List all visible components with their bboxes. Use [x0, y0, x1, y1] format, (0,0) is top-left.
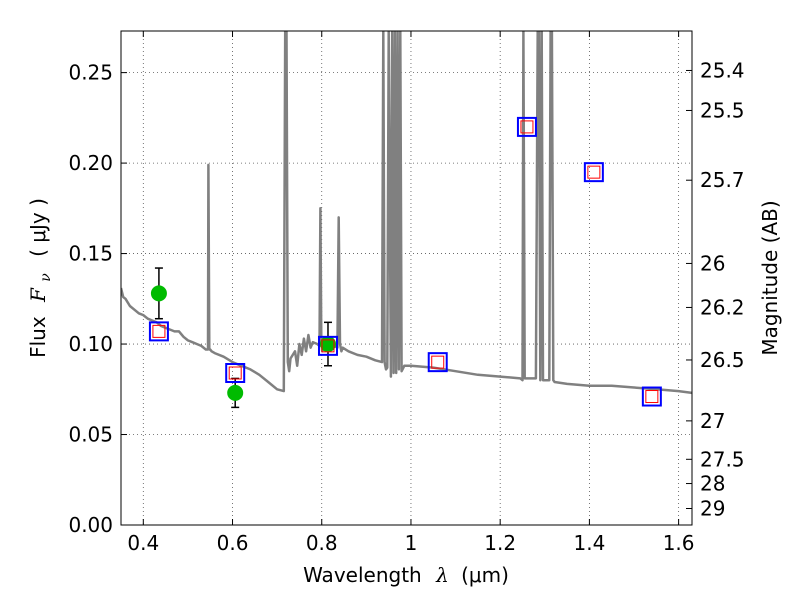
- magnitude-tick-label: 26.5: [700, 348, 745, 372]
- model-point: [583, 162, 604, 183]
- y-tick-label: 0.20: [68, 151, 113, 175]
- magnitude-tick-label: 25.4: [700, 58, 745, 82]
- x-tick-label: 0.4: [127, 531, 159, 555]
- x-tick-label: 0.6: [217, 531, 249, 555]
- magnitude-tick-label: 28: [700, 472, 725, 496]
- y-axis-label-unit: ( μJy ): [26, 198, 50, 257]
- x-axis-label-symbol: λ: [435, 563, 449, 587]
- magnitude-tick-label: 27: [700, 409, 725, 433]
- x-tick-label: 1: [405, 531, 418, 555]
- y-axis: 0.00 0.05 0.10 0.15 0.20 0.25: [68, 61, 127, 537]
- magnitude-tick-label: 27.5: [700, 447, 745, 471]
- y-axis-label-subscript: ν: [38, 273, 54, 282]
- y-tick-label: 0.10: [68, 332, 113, 356]
- x-axis: 0.4 0.6 0.8 1 1.2 1.4 1.6: [127, 31, 695, 555]
- model-point: [317, 335, 338, 356]
- y-tick-label: 0.25: [68, 61, 113, 85]
- model-point-inner: [152, 324, 166, 338]
- observed-point: [227, 384, 244, 401]
- y-tick-label: 0.05: [68, 423, 113, 447]
- x-axis-label-unit: (μm): [461, 563, 509, 587]
- model-point: [225, 363, 246, 383]
- magnitude-axis-label: Magnitude (AB): [758, 200, 782, 355]
- model-point-inner: [321, 339, 335, 353]
- magnitude-tick-label: 29: [700, 496, 725, 520]
- grid-lines: [121, 31, 692, 526]
- model-point-inner: [587, 165, 601, 179]
- plot-frame: [120, 30, 693, 526]
- model-point: [427, 352, 448, 373]
- x-axis-label: Wavelength λ (μm): [303, 563, 509, 587]
- model-point: [516, 116, 537, 137]
- x-tick-label: 1.2: [484, 531, 516, 555]
- model-point: [641, 386, 662, 407]
- x-axis-label-text: Wavelength: [303, 563, 422, 587]
- magnitude-tick-label: 25.5: [700, 98, 745, 122]
- observed-point: [150, 285, 167, 302]
- plot-area: [121, 31, 692, 409]
- model-point-inner: [431, 355, 445, 369]
- magnitude-tick-label: 26: [700, 251, 725, 275]
- x-tick-label: 0.8: [306, 531, 338, 555]
- model-point-inner: [645, 390, 659, 404]
- x-tick-label: 1.6: [663, 531, 695, 555]
- magnitude-tick-label: 26.2: [700, 295, 745, 319]
- model-point: [148, 321, 169, 342]
- magnitude-tick-label: 25.7: [700, 168, 745, 192]
- model-point-inner: [228, 366, 242, 380]
- y-axis-label-text: Flux: [26, 316, 50, 358]
- spectrum-line: [121, 31, 692, 395]
- y-tick-label: 0.15: [68, 242, 113, 266]
- model-point-inner: [520, 120, 534, 134]
- y-tick-label: 0.00: [68, 513, 113, 537]
- y-axis-label: Flux F ν ( μJy ): [26, 198, 55, 358]
- y-axis-label-symbol: F: [26, 287, 50, 303]
- x-tick-label: 1.4: [573, 531, 605, 555]
